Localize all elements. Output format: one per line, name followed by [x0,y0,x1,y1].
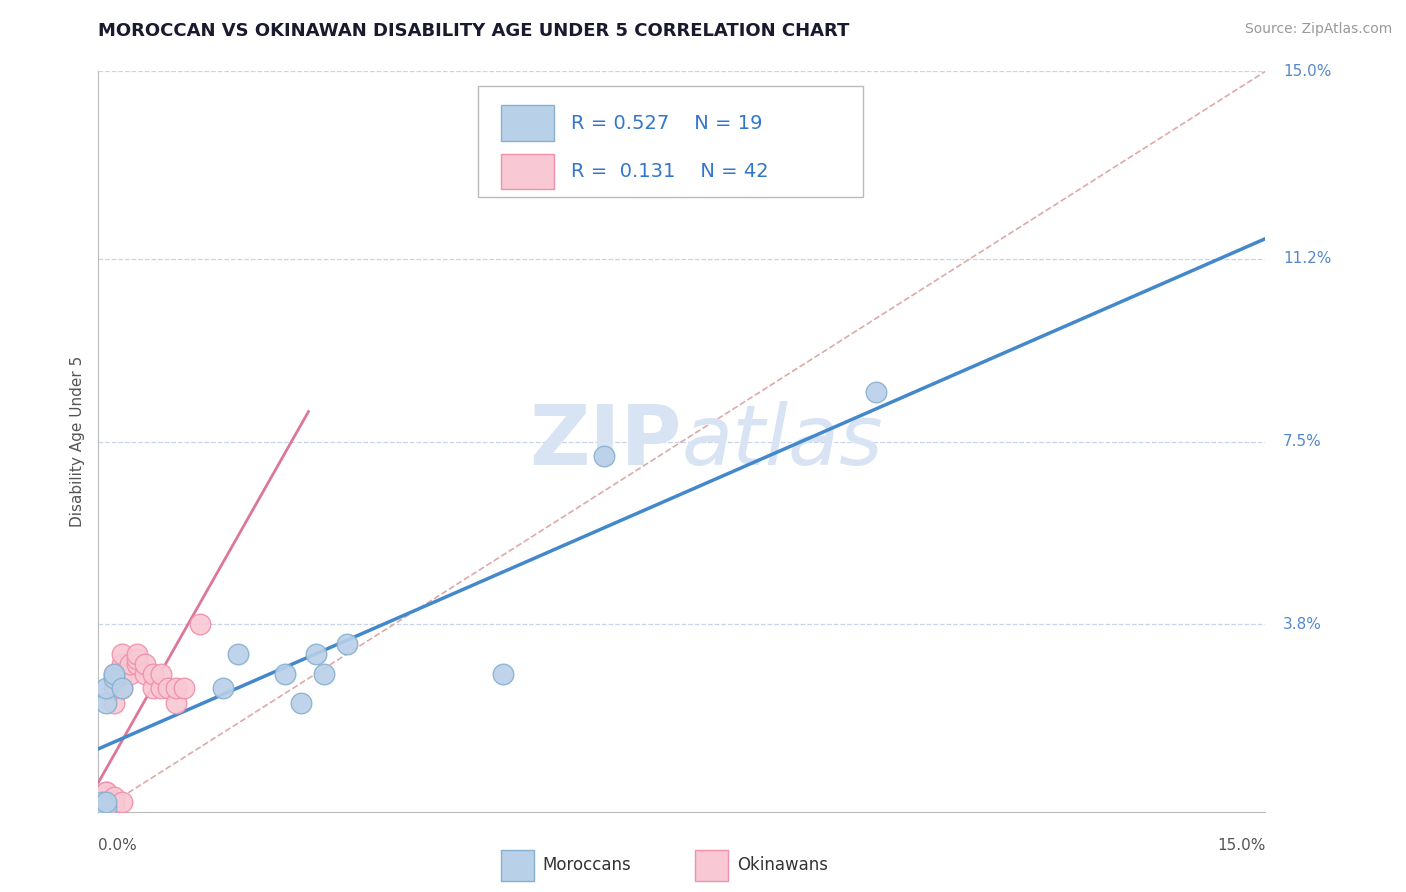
Point [127,651,149,665]
Point [91,799,114,814]
Point [149,666,172,681]
Point [111,666,134,681]
Point [96,681,118,696]
Point [312,666,335,681]
Point [118,657,141,671]
Point [91,799,114,814]
Point [96,795,118,809]
Text: Okinawans: Okinawans [737,856,828,874]
Text: R = 0.527    N = 19: R = 0.527 N = 19 [571,113,762,133]
Point [87,805,110,819]
Point [118,666,141,681]
FancyBboxPatch shape [501,153,554,189]
Point [96,789,118,804]
Point [96,696,118,710]
Point [87,805,110,819]
Text: 11.2%: 11.2% [1282,252,1331,267]
Point [127,657,149,671]
Text: 0.0%: 0.0% [98,838,138,853]
Point [96,789,118,804]
Text: Moroccans: Moroccans [543,856,631,874]
Point [142,666,165,681]
Point [87,799,110,814]
Point [111,657,134,671]
Point [103,795,125,809]
Point [111,681,134,696]
Point [103,696,125,710]
Text: ZIP: ZIP [530,401,682,482]
Point [142,681,165,696]
Point [103,672,125,686]
Point [165,681,187,696]
Point [173,681,195,696]
Point [87,799,110,814]
Text: Source: ZipAtlas.com: Source: ZipAtlas.com [1244,22,1392,37]
Y-axis label: Disability Age Under 5: Disability Age Under 5 [69,356,84,527]
Point [96,785,118,799]
Point [165,696,187,710]
Point [96,795,118,809]
Point [290,696,312,710]
FancyBboxPatch shape [478,87,863,197]
Point [492,666,515,681]
Point [274,666,297,681]
Point [593,450,616,464]
Point [96,785,118,799]
FancyBboxPatch shape [501,849,534,881]
Text: MOROCCAN VS OKINAWAN DISABILITY AGE UNDER 5 CORRELATION CHART: MOROCCAN VS OKINAWAN DISABILITY AGE UNDE… [98,22,849,40]
Text: 15.0%: 15.0% [1218,838,1265,853]
Point [134,666,156,681]
Point [91,799,114,814]
Point [103,681,125,696]
Point [149,681,172,696]
FancyBboxPatch shape [695,849,728,881]
Point [96,799,118,814]
Text: 3.8%: 3.8% [1282,616,1322,632]
Point [87,795,110,809]
Text: atlas: atlas [682,401,883,482]
Text: 15.0%: 15.0% [1282,64,1331,78]
Point [103,789,125,804]
Point [103,799,125,814]
Point [305,647,328,661]
Text: 7.5%: 7.5% [1282,434,1322,449]
Point [127,647,149,661]
Point [865,385,887,400]
Point [336,637,359,651]
Point [103,666,125,681]
Point [91,795,114,809]
Point [157,681,180,696]
Point [111,647,134,661]
FancyBboxPatch shape [501,105,554,141]
Point [111,795,134,809]
Point [87,795,110,809]
Point [188,617,211,632]
Point [212,681,235,696]
Point [111,681,134,696]
Text: R =  0.131    N = 42: R = 0.131 N = 42 [571,161,769,181]
Point [134,657,156,671]
Point [96,795,118,809]
Point [228,647,250,661]
Point [96,799,118,814]
Point [103,666,125,681]
